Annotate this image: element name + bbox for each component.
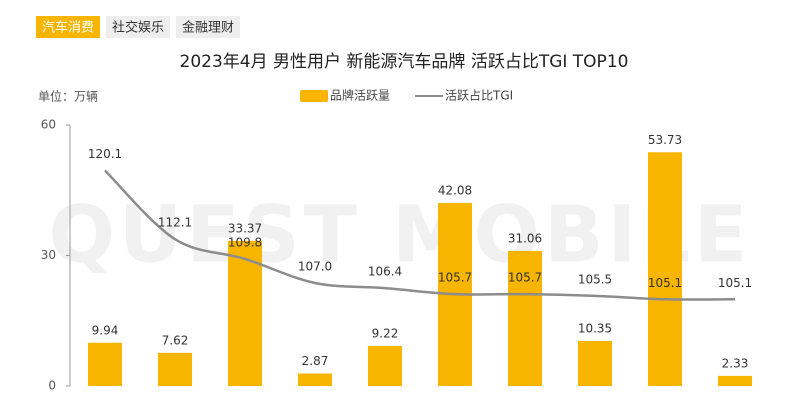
line-value-label: 106.4 <box>368 265 402 279</box>
bar <box>648 152 682 386</box>
bar-value-label: 42.08 <box>438 183 472 197</box>
bar <box>298 373 332 386</box>
line-value-label: 105.7 <box>438 271 472 285</box>
bar-value-label: 2.87 <box>302 354 329 368</box>
unit-label: 单位：万辆 <box>38 89 98 104</box>
bar-value-label: 33.37 <box>228 221 262 235</box>
y-tick-label: 0 <box>48 379 56 393</box>
line-value-label: 112.1 <box>158 216 192 230</box>
bar <box>158 352 192 386</box>
tab[interactable] <box>36 16 100 38</box>
bar-value-label: 2.33 <box>722 356 749 370</box>
line-value-label: 105.7 <box>508 271 542 285</box>
bar <box>368 345 402 386</box>
tab-label[interactable]: 金融理财 <box>182 20 234 36</box>
tab[interactable] <box>106 16 170 38</box>
bar-value-label: 7.62 <box>162 333 189 347</box>
y-tick-label: 60 <box>41 118 56 132</box>
tab[interactable] <box>176 16 240 38</box>
tab-label[interactable]: 社交娱乐 <box>112 20 164 36</box>
line-value-label: 107.0 <box>298 259 332 273</box>
legend-label: 品牌活跃量 <box>330 89 390 103</box>
line-value-label: 109.8 <box>228 235 262 249</box>
bar-value-label: 53.73 <box>648 133 682 147</box>
line-value-label: 120.1 <box>88 147 122 161</box>
chart-title: 2023年4月 男性用户 新能源汽车品牌 活跃占比TGI TOP10 <box>180 52 629 72</box>
bar-value-label: 9.22 <box>372 326 399 340</box>
line <box>104 169 736 301</box>
legend-label: 活跃占比TGI <box>445 88 513 103</box>
line-value-label: 105.1 <box>648 276 682 290</box>
line-value-label: 105.1 <box>718 276 752 290</box>
bar <box>718 375 752 386</box>
y-tick-label: 30 <box>41 248 56 262</box>
line-value-label: 105.5 <box>578 272 612 286</box>
tab-label[interactable]: 汽车消费 <box>42 20 94 36</box>
watermark: QUEST MOBILE <box>49 190 752 280</box>
bar <box>508 250 542 386</box>
bar <box>88 342 122 386</box>
legend-swatch <box>300 90 328 102</box>
bar-value-label: 9.94 <box>92 323 119 337</box>
bar-value-label: 10.35 <box>578 321 612 335</box>
bar <box>578 340 612 386</box>
bar <box>228 240 262 386</box>
bar-value-label: 31.06 <box>508 231 542 245</box>
